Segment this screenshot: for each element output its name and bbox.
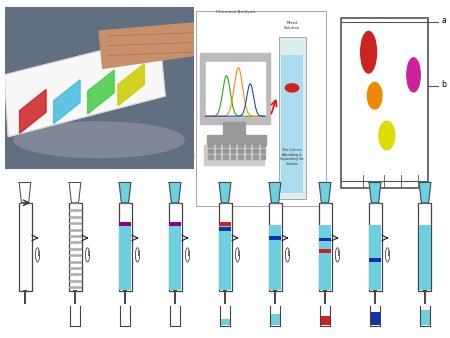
Bar bbox=[319, 238, 331, 241]
Polygon shape bbox=[20, 90, 46, 133]
Bar bbox=[270, 314, 279, 325]
Polygon shape bbox=[119, 183, 131, 203]
Bar bbox=[369, 203, 382, 291]
Bar bbox=[319, 249, 331, 253]
Bar bbox=[238, 143, 243, 147]
Bar bbox=[18, 203, 32, 291]
Bar bbox=[118, 203, 131, 291]
Bar bbox=[253, 143, 258, 147]
Bar bbox=[238, 149, 243, 153]
Polygon shape bbox=[99, 23, 194, 68]
Bar bbox=[208, 149, 213, 153]
Bar bbox=[68, 203, 81, 291]
Bar bbox=[320, 316, 329, 325]
Polygon shape bbox=[219, 183, 231, 203]
Ellipse shape bbox=[361, 31, 377, 73]
Bar bbox=[219, 222, 231, 225]
Bar bbox=[418, 203, 432, 291]
Text: Chemical Analysis: Chemical Analysis bbox=[216, 10, 255, 14]
Bar bbox=[261, 143, 266, 147]
Polygon shape bbox=[419, 183, 431, 203]
Bar bbox=[119, 225, 131, 290]
Text: CHEMISTRY 1000: CHEMISTRY 1000 bbox=[14, 130, 173, 148]
Bar bbox=[369, 258, 381, 262]
Bar bbox=[369, 225, 381, 290]
Polygon shape bbox=[88, 70, 114, 114]
Bar bbox=[223, 122, 245, 137]
Polygon shape bbox=[54, 80, 80, 124]
Bar bbox=[246, 155, 250, 159]
Bar bbox=[231, 155, 235, 159]
Text: b: b bbox=[441, 80, 446, 89]
Bar bbox=[420, 310, 430, 325]
Text: Chromatography: Chromatography bbox=[181, 150, 269, 161]
Polygon shape bbox=[269, 183, 281, 203]
Text: a: a bbox=[441, 16, 446, 25]
Bar bbox=[246, 149, 250, 153]
Bar bbox=[261, 155, 266, 159]
Bar bbox=[231, 143, 235, 147]
Bar bbox=[119, 222, 131, 225]
Bar bbox=[208, 155, 213, 159]
Bar bbox=[220, 319, 230, 325]
Bar bbox=[169, 225, 181, 290]
Bar bbox=[253, 149, 258, 153]
Bar bbox=[216, 155, 220, 159]
Bar bbox=[231, 149, 235, 153]
Ellipse shape bbox=[367, 82, 382, 109]
Bar bbox=[204, 145, 264, 165]
Bar bbox=[370, 312, 380, 325]
Bar bbox=[319, 203, 332, 291]
Bar bbox=[246, 143, 250, 147]
Bar bbox=[200, 53, 270, 124]
Bar bbox=[223, 149, 228, 153]
Text: Tube-Column
Adsorbing &
Separating the
Solution: Tube-Column Adsorbing & Separating the S… bbox=[280, 148, 304, 166]
Polygon shape bbox=[118, 64, 144, 106]
Bar bbox=[169, 222, 181, 225]
Ellipse shape bbox=[14, 122, 184, 158]
Bar bbox=[319, 225, 331, 290]
Bar bbox=[208, 143, 213, 147]
Polygon shape bbox=[19, 183, 31, 203]
Ellipse shape bbox=[407, 58, 420, 92]
Bar bbox=[253, 155, 258, 159]
Bar bbox=[238, 155, 243, 159]
Bar bbox=[261, 149, 266, 153]
Polygon shape bbox=[4, 36, 165, 137]
Text: Mixed
Solution: Mixed Solution bbox=[284, 22, 300, 30]
Polygon shape bbox=[169, 183, 181, 203]
Bar bbox=[206, 62, 265, 116]
Ellipse shape bbox=[285, 84, 299, 92]
Bar bbox=[269, 225, 281, 290]
Bar bbox=[341, 18, 428, 189]
Bar bbox=[223, 143, 228, 147]
Polygon shape bbox=[69, 183, 81, 203]
Bar bbox=[279, 37, 306, 199]
Polygon shape bbox=[319, 183, 331, 203]
Bar bbox=[419, 225, 431, 290]
Ellipse shape bbox=[379, 121, 395, 150]
Bar bbox=[168, 203, 181, 291]
Bar bbox=[207, 135, 266, 145]
Bar bbox=[281, 55, 303, 193]
Bar bbox=[223, 155, 228, 159]
Bar bbox=[216, 143, 220, 147]
Polygon shape bbox=[369, 183, 381, 203]
Bar bbox=[269, 203, 282, 291]
Bar bbox=[219, 203, 231, 291]
Bar bbox=[219, 227, 231, 231]
Bar bbox=[219, 225, 231, 290]
Bar bbox=[216, 149, 220, 153]
Bar bbox=[269, 236, 281, 240]
